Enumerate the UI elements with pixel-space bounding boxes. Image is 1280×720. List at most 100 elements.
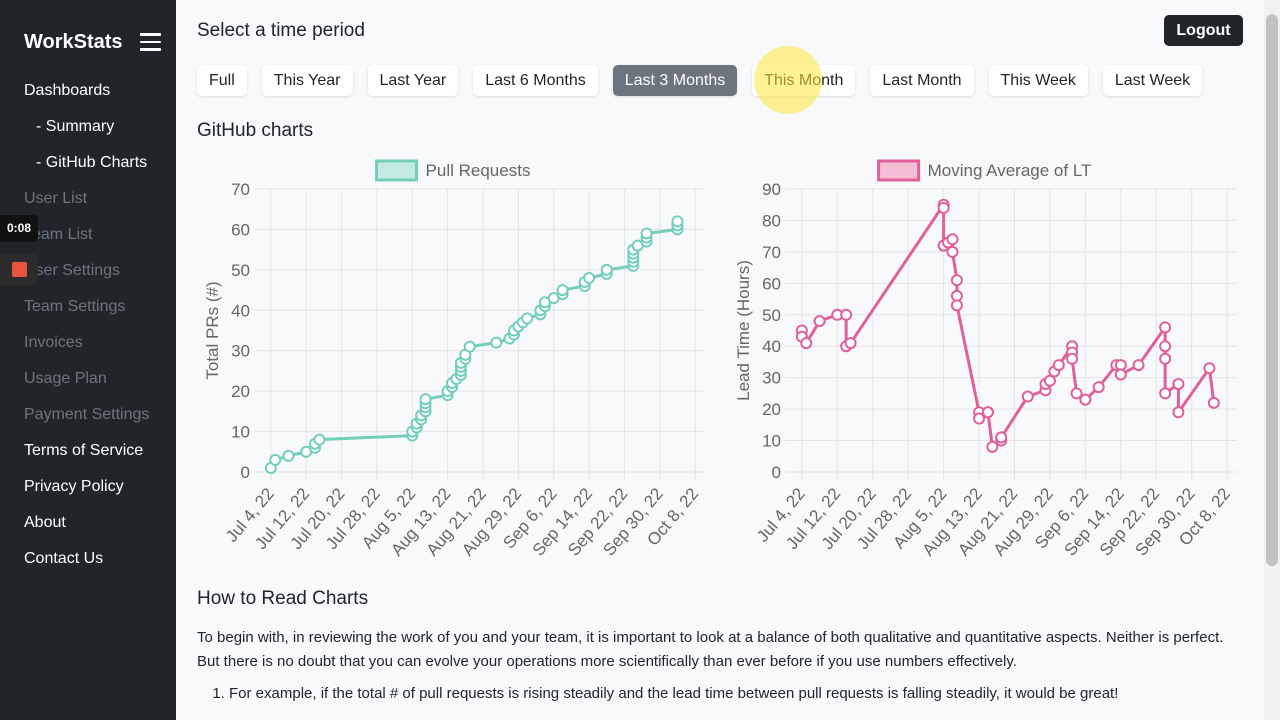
data-point [1043, 374, 1056, 387]
guide-list: For example, if the total # of pull requ… [197, 682, 1239, 706]
data-point [640, 227, 653, 240]
data-point [269, 453, 282, 466]
y-tick-label: 0 [772, 463, 781, 482]
nav-item[interactable]: Usage Plan [24, 370, 107, 387]
y-axis-label: Lead Time (Hours) [734, 260, 753, 401]
period-button[interactable]: Last 3 Months [612, 65, 738, 96]
data-point [946, 233, 959, 246]
data-point [490, 336, 503, 349]
data-point [1021, 390, 1034, 403]
data-point [419, 393, 432, 406]
guide-title: How to Read Charts [197, 588, 369, 609]
nav-item[interactable]: Team Settings [24, 298, 126, 315]
stop-recording[interactable] [0, 254, 38, 285]
scroll-thumb[interactable] [1266, 14, 1278, 566]
sidebar: WorkStats Dashboards - Summary - GitHub Ch… [0, 0, 176, 720]
data-point [840, 308, 853, 321]
nav-item[interactable]: User Settings [24, 262, 121, 279]
y-tick-label: 10 [231, 423, 250, 442]
brand[interactable]: WorkStats [24, 31, 123, 53]
y-tick-label: 0 [241, 463, 250, 482]
y-tick-label: 40 [762, 337, 781, 356]
y-tick-label: 70 [762, 243, 781, 262]
y-tick-label: 50 [762, 306, 781, 325]
period-button[interactable]: Full [197, 65, 247, 96]
data-point [1207, 396, 1220, 409]
data-point [1066, 352, 1079, 365]
scrollbar[interactable] [1264, 0, 1280, 720]
legend: Moving Average of LT [877, 159, 1092, 182]
nav-item[interactable]: Privacy Policy [24, 478, 124, 495]
data-point [1052, 359, 1065, 372]
period-button[interactable]: Last Week [1102, 65, 1203, 96]
data-point [282, 449, 295, 462]
data-point [950, 274, 963, 287]
section-title: GitHub charts [197, 120, 314, 141]
data-point [1070, 387, 1083, 400]
y-tick-label: 10 [762, 432, 781, 451]
data-point [600, 263, 613, 276]
data-point [1203, 362, 1216, 375]
y-tick-label: 30 [762, 369, 781, 388]
nav-item[interactable]: Contact Us [24, 550, 104, 567]
period-button[interactable]: Last Year [367, 65, 459, 96]
data-point [1172, 406, 1185, 419]
legend: Pull Requests [375, 159, 531, 182]
period-button[interactable]: Last Month [870, 65, 974, 96]
y-tick-label: 20 [762, 400, 781, 419]
period-button[interactable]: This Week [988, 65, 1088, 96]
period-button[interactable]: Last 6 Months [473, 65, 598, 96]
data-point [556, 284, 569, 297]
data-point [800, 337, 813, 350]
data-point [950, 299, 963, 312]
y-tick-label: 80 [762, 211, 781, 230]
data-point [1159, 352, 1172, 365]
data-point [946, 245, 959, 258]
nav-item[interactable]: - GitHub Charts [36, 154, 148, 171]
menu-toggle[interactable] [140, 33, 161, 56]
logout-button[interactable]: Logout [1164, 15, 1243, 46]
legend-swatch [877, 159, 921, 182]
legend-label: Pull Requests [426, 161, 531, 180]
nav-item[interactable]: About [24, 514, 66, 531]
cursor-highlight [754, 46, 822, 114]
data-point [1159, 321, 1172, 334]
y-tick-label: 30 [231, 342, 250, 361]
recording-timer: 0:08 [0, 215, 38, 242]
y-tick-label: 90 [762, 180, 781, 199]
data-point [937, 201, 950, 214]
data-point [1132, 359, 1145, 372]
nav-item[interactable]: - Summary [36, 118, 115, 135]
y-tick-label: 20 [231, 382, 250, 401]
period-button[interactable]: This Year [261, 65, 353, 96]
y-tick-label: 70 [231, 180, 250, 199]
data-point [463, 340, 476, 353]
nav-item[interactable]: Team List [24, 226, 93, 243]
period-label: Select a time period [197, 20, 365, 41]
data-point [1114, 368, 1127, 381]
legend-label: Moving Average of LT [928, 161, 1092, 180]
data-point [521, 312, 534, 325]
data-point [981, 406, 994, 419]
data-point [1159, 387, 1172, 400]
data-point [986, 440, 999, 453]
nav-item[interactable]: Payment Settings [24, 406, 150, 423]
data-point [813, 315, 826, 328]
y-tick-label: 60 [231, 220, 250, 239]
data-point [1159, 340, 1172, 353]
guide-item: For example, if the total # of pull requ… [229, 682, 1239, 706]
data-point [995, 431, 1008, 444]
nav-item[interactable]: Terms of Service [24, 442, 144, 459]
data-line [800, 199, 1216, 450]
data-point [1092, 381, 1105, 394]
data-point [1079, 393, 1092, 406]
nav-item[interactable]: Dashboards [24, 82, 111, 99]
data-point [844, 337, 857, 350]
guide-paragraph: To begin with, in reviewing the work of … [197, 629, 1224, 670]
nav-item[interactable]: User List [24, 190, 88, 207]
data-point [583, 271, 596, 284]
nav-item[interactable]: Invoices [24, 334, 83, 351]
